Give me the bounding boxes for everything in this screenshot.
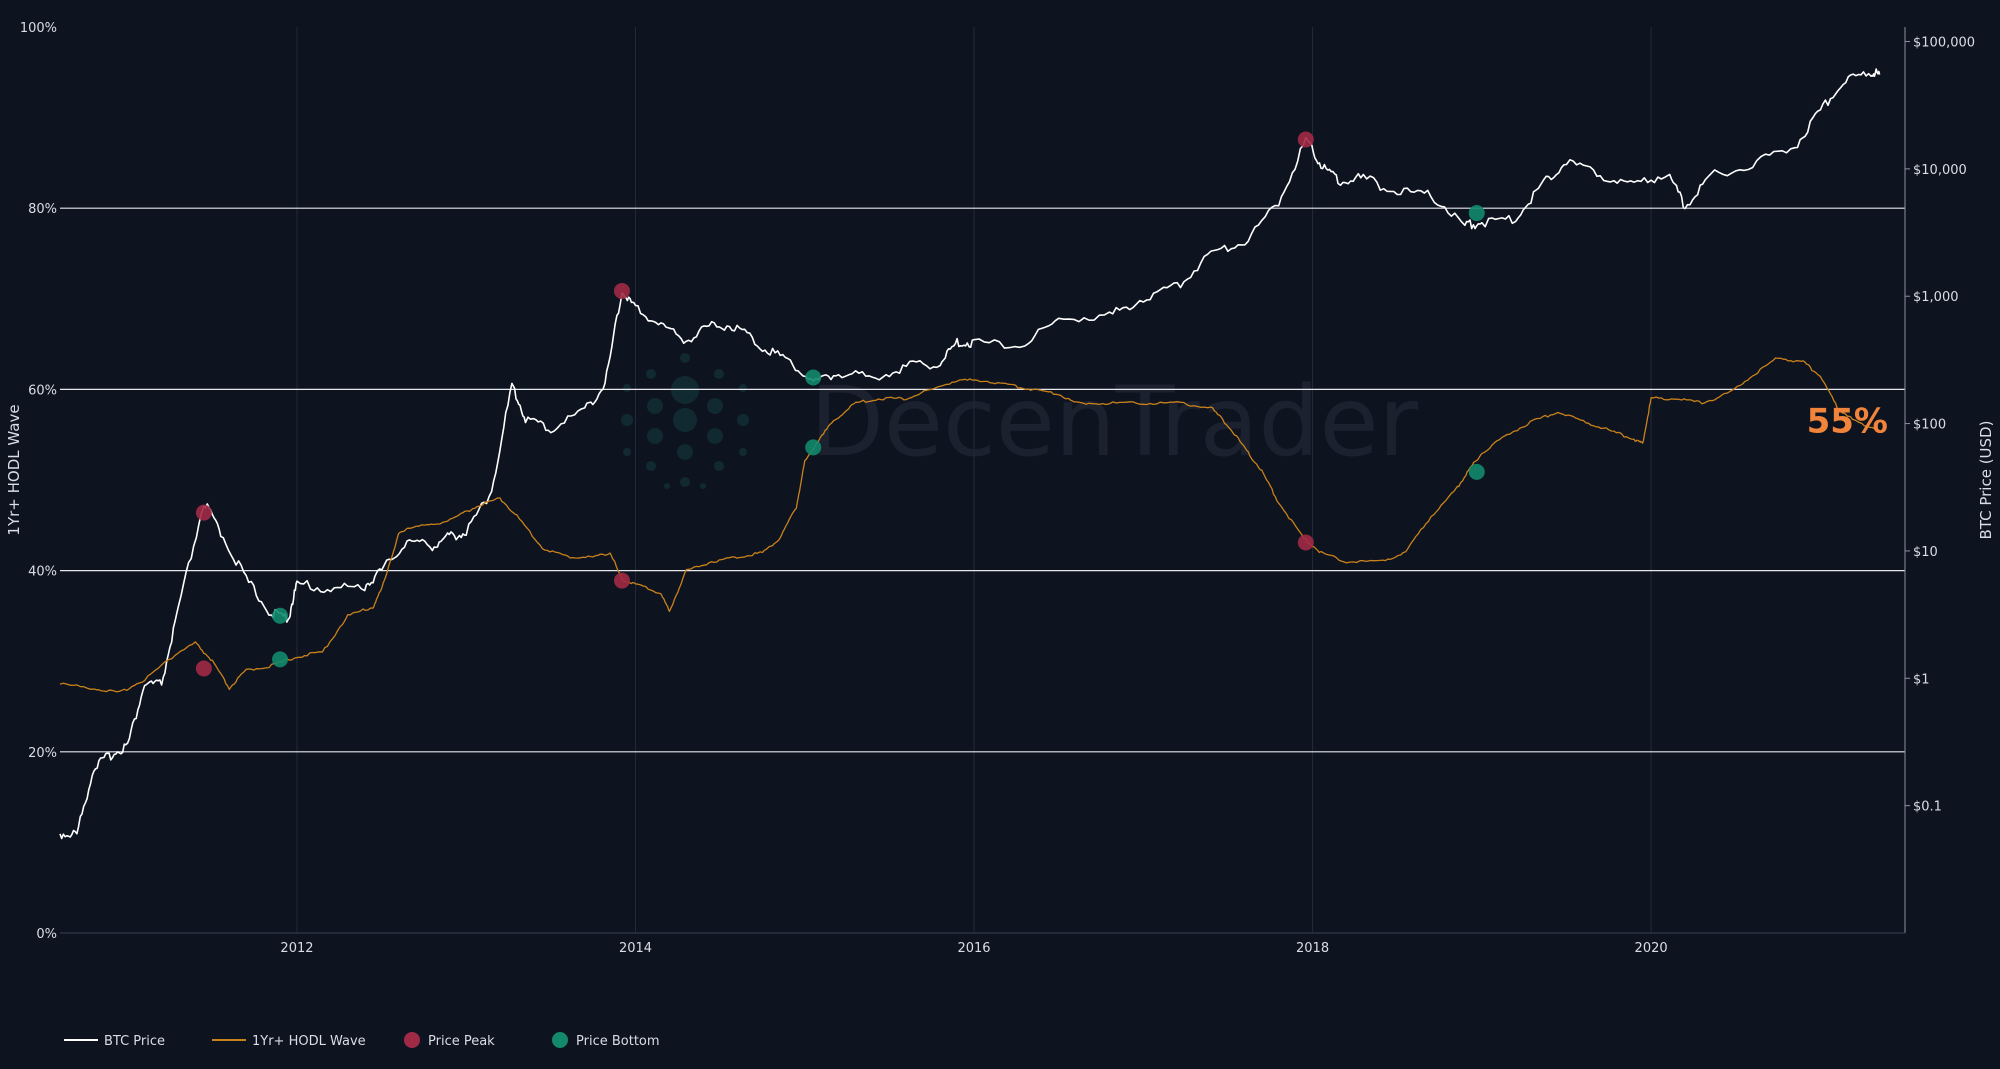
right-tick-label: $10 [1913, 545, 1938, 560]
x-tick-label: 2020 [1635, 941, 1668, 956]
right-tick-label: $100 [1913, 418, 1946, 433]
left-axis-ticks: 0% 20% 40% 60% 80% 100% [20, 21, 57, 942]
price-peak-marker [613, 572, 630, 589]
x-tick-label: 2018 [1296, 941, 1329, 956]
price-bottom-marker [1468, 463, 1485, 480]
price-peak-marker [1297, 534, 1314, 551]
watermark-dot [677, 444, 693, 460]
right-tick-label: $0.1 [1913, 800, 1942, 815]
legend-label: Price Bottom [576, 1034, 660, 1049]
x-axis-ticks: 2012 2014 2016 2018 2020 [280, 941, 1667, 956]
legend-item[interactable]: Price Peak [404, 1032, 495, 1049]
right-tick-label: $100,000 [1913, 36, 1975, 51]
watermark-dot [707, 428, 723, 444]
price-bottom-marker [805, 369, 822, 386]
vertical-gridlines [296, 27, 1652, 933]
legend-item[interactable]: 1Yr+ HODL Wave [212, 1034, 366, 1049]
legend-label: 1Yr+ HODL Wave [252, 1034, 366, 1049]
left-tick-label: 60% [28, 383, 57, 398]
price-bottom-marker [272, 607, 289, 624]
right-axis-ticks: $0.1 $1 $10 $100 $1,000 $10,000 $100,000 [1905, 36, 1975, 815]
x-tick-label: 2012 [280, 941, 313, 956]
left-axis-title: 1Yr+ HODL Wave [5, 404, 23, 535]
watermark-dot [647, 398, 663, 414]
right-tick-label: $1,000 [1913, 290, 1959, 305]
watermark-dot [664, 483, 670, 489]
price-peak-marker [195, 504, 212, 521]
price-peak-marker [1297, 131, 1314, 148]
right-tick-label: $10,000 [1913, 163, 1967, 178]
legend-item[interactable]: BTC Price [64, 1034, 165, 1049]
price-bottom-marker [1468, 205, 1485, 222]
watermark-dot [739, 384, 747, 392]
watermark-dot [700, 483, 706, 489]
x-tick-label: 2016 [957, 941, 990, 956]
price-peak-marker [613, 282, 630, 299]
markers-layer [195, 131, 1485, 677]
left-tick-label: 40% [28, 565, 57, 580]
hodl-current-value-callout: 55% [1807, 402, 1888, 442]
legend-item[interactable]: Price Bottom [552, 1032, 660, 1049]
x-tick-label: 2014 [619, 941, 652, 956]
left-tick-label: 0% [36, 927, 57, 942]
horizontal-gridlines [60, 207, 1905, 753]
right-axis-title: BTC Price (USD) [1977, 421, 1995, 540]
price-bottom-marker [805, 439, 822, 456]
watermark-dot [737, 414, 749, 426]
left-tick-label: 20% [28, 746, 57, 761]
watermark-dot [646, 369, 656, 379]
watermark-dot [714, 369, 724, 379]
price-peak-marker [195, 660, 212, 677]
watermark-dot [646, 461, 656, 471]
watermark-dot [680, 353, 690, 363]
watermark-dot [714, 461, 724, 471]
watermark-dot [621, 414, 633, 426]
watermark-dot [623, 448, 631, 456]
legend-swatch [404, 1032, 420, 1048]
legend-label: BTC Price [104, 1034, 165, 1049]
watermark-dot [647, 428, 663, 444]
left-tick-label: 100% [20, 21, 57, 36]
left-tick-label: 80% [28, 202, 57, 217]
hodl-wave-line [59, 357, 1880, 693]
watermark-dot [673, 408, 697, 432]
watermark-dot [707, 398, 723, 414]
watermark-logo: DecenTrader [621, 353, 1419, 489]
watermark-dot [680, 477, 690, 487]
legend-label: Price Peak [428, 1034, 495, 1049]
watermark-dot [623, 384, 631, 392]
legend: BTC Price 1Yr+ HODL Wave Price Peak Price B… [64, 1032, 660, 1049]
watermark-dot [739, 448, 747, 456]
legend-swatch [552, 1032, 568, 1048]
watermark-text: DecenTrader [810, 366, 1419, 478]
right-tick-label: $1 [1913, 672, 1930, 687]
price-bottom-marker [272, 651, 289, 668]
